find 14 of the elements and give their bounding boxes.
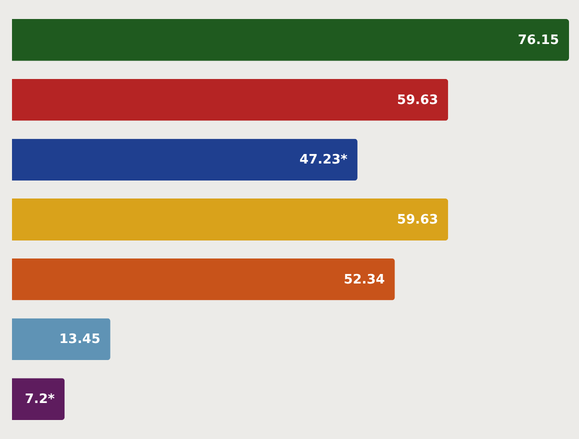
bar	[12, 78, 448, 121]
data-label: 52.34	[344, 272, 385, 288]
data-label: 59.63	[397, 92, 438, 108]
data-label: 7.2*	[24, 392, 55, 408]
bar	[12, 378, 65, 420]
bar	[12, 138, 358, 181]
data-label: 59.63	[397, 212, 438, 228]
bar	[12, 258, 395, 300]
data-label: 13.45	[59, 332, 100, 348]
bar	[12, 318, 110, 360]
bar	[12, 18, 569, 61]
data-label: 47.23*	[300, 152, 348, 168]
bar	[12, 198, 448, 240]
data-label: 76.15	[518, 32, 559, 48]
